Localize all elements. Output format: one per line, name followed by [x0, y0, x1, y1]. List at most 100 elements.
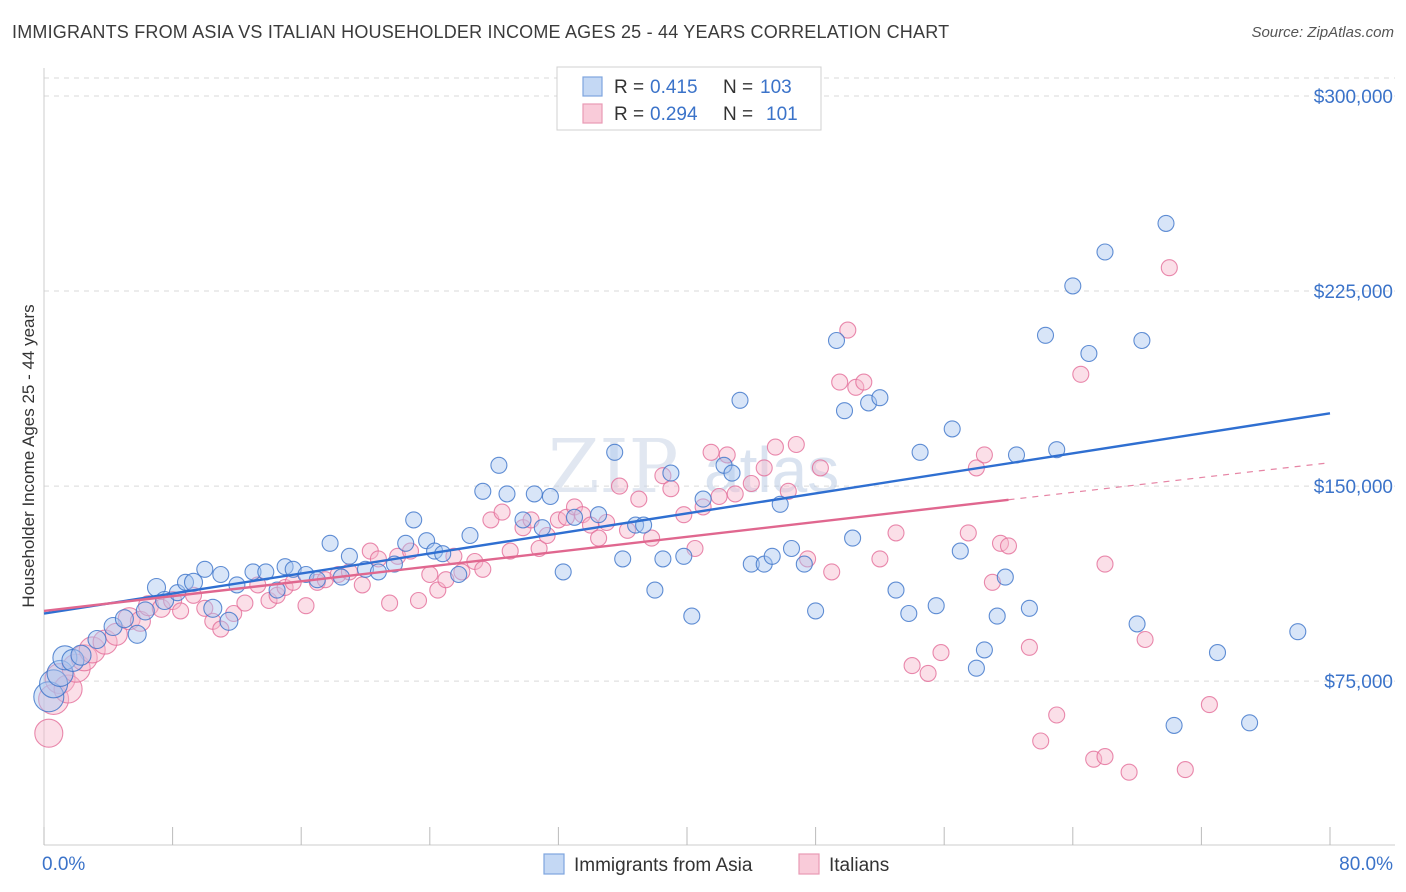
- asia-point: [1289, 623, 1307, 641]
- bottom-legend-label-italians: Italians: [829, 855, 889, 876]
- legend-n-value-asia: 103: [760, 77, 792, 98]
- asia-point: [340, 547, 358, 565]
- source-label: Source: ZipAtlas.com: [1251, 24, 1394, 41]
- italians-point: [196, 599, 214, 617]
- italians-point: [297, 597, 315, 615]
- italians-point: [1096, 555, 1114, 573]
- legend-r-value-asia: 0.415: [650, 77, 698, 98]
- asia-point: [911, 443, 929, 461]
- grid-lines: [44, 77, 1395, 682]
- italians-point: [903, 657, 921, 675]
- asia-point: [927, 597, 945, 615]
- italians-point: [437, 571, 455, 589]
- asia-point: [1048, 441, 1066, 459]
- asia-point: [1064, 277, 1082, 295]
- asia-point: [52, 645, 78, 671]
- y-tick-label: $225,000: [1314, 282, 1393, 303]
- italians-point: [799, 550, 817, 568]
- asia-point: [731, 391, 749, 409]
- italians-point: [787, 435, 805, 454]
- italians-point: [409, 591, 428, 610]
- italians-point: [1032, 732, 1050, 750]
- italians-trend-line-dashed: [1008, 462, 1331, 501]
- italians-point: [871, 550, 889, 568]
- axes: [43, 68, 1395, 846]
- asia-point: [490, 456, 508, 474]
- italians-point: [999, 537, 1018, 555]
- legend-n-label-asia: N =: [723, 77, 753, 98]
- italians-point: [959, 524, 977, 542]
- asia-point: [590, 506, 608, 524]
- italians-point: [353, 576, 371, 594]
- italians-point: [726, 485, 744, 503]
- asia-point: [1080, 344, 1098, 363]
- asia-point: [683, 607, 701, 625]
- italians-point: [493, 503, 511, 521]
- asia-point: [900, 604, 918, 623]
- legend-n-label-italians: N =: [723, 104, 753, 125]
- italians-point: [662, 480, 680, 498]
- bottom-legend-swatch-asia: [543, 853, 565, 875]
- asia-point: [87, 629, 107, 650]
- legend-n-value-italians: 101: [766, 104, 798, 125]
- asia-point: [763, 547, 781, 565]
- asia-point: [135, 601, 155, 621]
- asia-point: [525, 485, 543, 503]
- italians-point: [172, 602, 190, 620]
- asia-point: [461, 526, 479, 545]
- asia-point: [219, 611, 239, 631]
- asia-point: [474, 482, 492, 500]
- italians-point: [610, 477, 629, 495]
- asia-points: [33, 214, 1307, 734]
- italians-point: [474, 560, 492, 578]
- asia-trend-line: [43, 412, 1331, 615]
- italians-point: [831, 373, 849, 391]
- bottom-legend: Immigrants from Asia Italians: [543, 853, 889, 876]
- chart-title: IMMIGRANTS FROM ASIA VS ITALIAN HOUSEHOL…: [12, 22, 950, 42]
- italians-point: [151, 598, 171, 618]
- italians-point: [919, 664, 937, 682]
- asia-point: [782, 539, 801, 558]
- asia-point: [46, 659, 74, 687]
- italians-points: [34, 259, 1218, 781]
- italians-point: [1048, 706, 1066, 724]
- y-axis-label: Householder Income Ages 25 - 44 years: [19, 304, 38, 607]
- asia-point: [114, 609, 134, 629]
- italians-point: [887, 524, 905, 542]
- italians-point: [34, 718, 64, 748]
- asia-point: [887, 581, 905, 599]
- asia-point: [1133, 331, 1151, 350]
- x-tick-label-min: 0.0%: [42, 854, 85, 875]
- legend-swatch-italians: [582, 103, 603, 124]
- asia-point: [694, 490, 712, 508]
- italians-point: [855, 373, 873, 391]
- asia-point: [450, 565, 468, 584]
- bottom-legend-swatch-italians: [798, 853, 820, 875]
- asia-point: [1096, 243, 1114, 261]
- asia-point: [565, 508, 584, 526]
- italians-point: [1136, 630, 1154, 649]
- italians-point: [1020, 638, 1038, 656]
- asia-point: [967, 659, 985, 677]
- asia-point: [988, 607, 1006, 625]
- asia-point: [614, 550, 632, 568]
- asia-point: [723, 464, 741, 482]
- legend-swatch-asia: [582, 76, 603, 97]
- asia-point: [554, 563, 572, 581]
- asia-point: [646, 581, 664, 599]
- italians-point: [1085, 750, 1103, 768]
- y-tick-label: $75,000: [1324, 672, 1393, 693]
- asia-point: [1241, 714, 1259, 732]
- asia-point: [268, 581, 286, 599]
- italians-point: [823, 563, 841, 581]
- asia-point: [807, 602, 825, 620]
- asia-point: [533, 519, 551, 537]
- italians-point: [1072, 365, 1090, 383]
- asia-point: [975, 641, 993, 659]
- asia-point: [203, 598, 223, 618]
- italians-point: [1160, 259, 1178, 277]
- asia-point: [1036, 326, 1055, 344]
- italians-point: [1200, 696, 1218, 714]
